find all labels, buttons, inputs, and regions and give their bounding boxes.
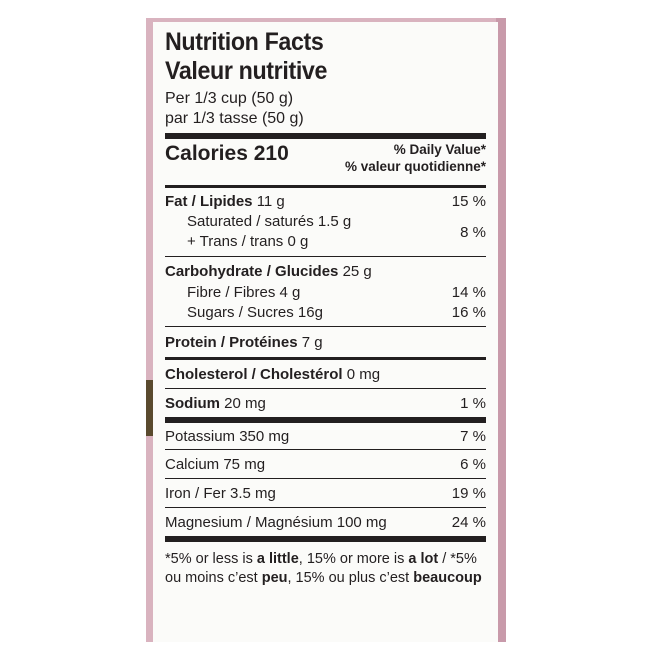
footnote-bold: a little — [256, 551, 299, 567]
carb-row: Carbohydrate / Glucides 25 g — [165, 260, 486, 282]
footnote-text: , 15% ou plus c’est — [287, 570, 414, 586]
sugars-label: Sugars / Sucres 16g — [187, 303, 323, 321]
footnote-bold: a lot — [408, 551, 439, 567]
divider — [165, 388, 486, 389]
fat-row: Fat / Lipides 11 g 15 % — [165, 190, 486, 212]
footnote-text: / *5% ou moins c’est — [165, 551, 477, 586]
iron-label: Iron / Fer 3.5 mg — [165, 484, 276, 502]
divider — [165, 326, 486, 327]
sugars-pct: 16 % — [451, 303, 486, 321]
mineral-row-iron: Iron / Fer 3.5 mg 19 % — [165, 479, 486, 507]
divider — [165, 256, 486, 257]
serving-size-en: Per 1/3 cup (50 g) — [165, 90, 294, 107]
iron-pct: 19 % — [451, 484, 486, 502]
saturated-label: Saturated / saturés 1.5 g — [187, 213, 352, 230]
title-fr: Valeur nutritive — [165, 57, 328, 85]
mineral-row-magnesium: Magnesium / Magnésium 100 mg 24 % — [165, 508, 486, 536]
potassium-label: Potassium 350 mg — [165, 427, 290, 445]
cholesterol-label: Cholesterol / Cholestérol — [165, 365, 343, 383]
footnote-text: , 15% or more is — [298, 551, 409, 567]
footnote: *5% or less is a little, 15% or more is … — [165, 542, 486, 588]
package-dark-strip — [146, 380, 154, 436]
divider-medium — [165, 185, 486, 188]
cholesterol-row: Cholesterol / Cholestérol 0 mg — [165, 360, 486, 388]
daily-value-fr: % valeur quotidienne* — [344, 159, 486, 174]
sugars-row: Sugars / Sucres 16g 16 % — [165, 302, 486, 322]
sat-trans-pct: 8 % — [460, 223, 486, 241]
potassium-pct: 7 % — [460, 427, 486, 445]
divider-thick — [165, 133, 486, 139]
footnote-bold: beaucoup — [413, 570, 482, 586]
carb-block: Carbohydrate / Glucides 25 g Fibre / Fib… — [165, 257, 486, 326]
fat-pct: 15 % — [451, 192, 486, 210]
nutrition-facts-panel: Nutrition Facts Valeur nutritive Per 1/3… — [153, 22, 498, 642]
fat-block: Fat / Lipides 11 g 15 % Saturated / satu… — [165, 188, 486, 256]
sat-trans-row: Saturated / saturés 1.5 g + Trans / tran… — [165, 212, 486, 252]
protein-row: Protein / Protéines 7 g — [165, 327, 486, 357]
footnote-bold: peu — [261, 570, 288, 586]
magnesium-label: Magnesium / Magnésium 100 mg — [165, 513, 387, 531]
divider-thick — [165, 417, 486, 423]
package-edge — [496, 18, 506, 642]
fat-amount: 11 g — [256, 192, 285, 210]
serving-size-fr: par 1/3 tasse (50 g) — [165, 110, 304, 127]
carb-label: Carbohydrate / Glucides — [165, 262, 339, 280]
sodium-amount: 20 mg — [224, 394, 266, 412]
daily-value-en: % Daily Value* — [393, 142, 486, 157]
sodium-row: Sodium 20 mg 1 % — [165, 389, 486, 417]
fibre-row: Fibre / Fibres 4 g 14 % — [165, 282, 486, 302]
divider — [165, 507, 486, 508]
fibre-pct: 14 % — [451, 283, 486, 301]
calories-label: Calories 210 — [165, 142, 289, 165]
footnote-text: *5% or less is — [165, 551, 257, 567]
protein-amount: 7 g — [301, 333, 323, 351]
cholesterol-amount: 0 mg — [346, 365, 381, 383]
magnesium-pct: 24 % — [451, 513, 486, 531]
title-en: Nutrition Facts — [165, 28, 324, 56]
fat-label: Fat / Lipides — [165, 192, 253, 210]
sodium-pct: 1 % — [460, 394, 486, 412]
divider-thick — [165, 536, 486, 542]
daily-value-header: % Daily Value* % valeur quotidienne* — [345, 141, 486, 175]
protein-label: Protein / Protéines — [165, 333, 298, 351]
calcium-label: Calcium 75 mg — [165, 455, 266, 473]
mineral-row-potassium: Potassium 350 mg 7 % — [165, 423, 486, 449]
fibre-label: Fibre / Fibres 4 g — [187, 283, 301, 301]
calcium-pct: 6 % — [460, 455, 486, 473]
divider — [165, 478, 486, 479]
divider — [165, 449, 486, 450]
carb-amount: 25 g — [342, 262, 372, 280]
sodium-label: Sodium — [165, 394, 220, 412]
divider-medium — [165, 357, 486, 360]
mineral-row-calcium: Calcium 75 mg 6 % — [165, 450, 486, 478]
trans-label: + Trans / trans 0 g — [187, 233, 309, 250]
calories-row: Calories 210 % Daily Value* % valeur quo… — [165, 139, 486, 185]
